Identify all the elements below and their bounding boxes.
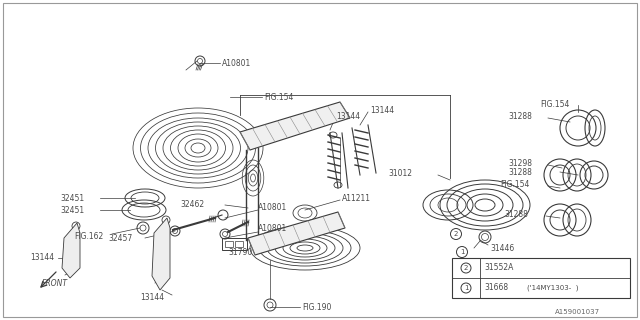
Text: 31012: 31012 [388,169,412,178]
Text: 1: 1 [460,249,464,255]
Text: 32451: 32451 [60,194,84,203]
Text: 2: 2 [464,265,468,271]
Bar [225,241,233,247]
Text: 32462: 32462 [180,199,204,209]
Text: 2: 2 [454,231,458,237]
Polygon shape [240,102,350,150]
Text: FIG.162: FIG.162 [74,231,103,241]
Text: 31446: 31446 [490,244,515,252]
Text: 31552A: 31552A [484,263,513,273]
Text: FIG.154: FIG.154 [540,100,570,108]
Text: 31298: 31298 [508,158,532,167]
Text: A11211: A11211 [342,194,371,203]
Text: A159001037: A159001037 [555,309,600,315]
Text: 1: 1 [464,285,468,291]
Text: 13144: 13144 [140,293,164,302]
Text: FRONT: FRONT [42,279,68,289]
Text: FIG.190: FIG.190 [302,302,332,311]
Text: FIG.154: FIG.154 [264,92,293,101]
Text: 13144: 13144 [30,253,54,262]
Polygon shape [152,218,170,290]
Text: 32451: 32451 [60,205,84,214]
Text: 31790: 31790 [228,247,252,257]
Text: 31668: 31668 [484,284,508,292]
Text: A10801: A10801 [222,59,252,68]
Text: 13144: 13144 [370,106,394,115]
Text: 32457: 32457 [108,234,132,243]
Text: 31288: 31288 [504,210,528,219]
Text: 13144: 13144 [336,111,360,121]
Bar [452,258,630,298]
Polygon shape [248,212,345,255]
Text: FIG.154: FIG.154 [500,180,529,188]
Text: 31288: 31288 [508,167,532,177]
Polygon shape [62,223,80,278]
Text: 31288: 31288 [508,111,532,121]
Text: A10801: A10801 [258,223,287,233]
Text: A10801: A10801 [258,203,287,212]
Bar [222,238,247,250]
Bar [235,241,243,247]
Text: ('14MY1303-  ): ('14MY1303- ) [527,285,579,291]
